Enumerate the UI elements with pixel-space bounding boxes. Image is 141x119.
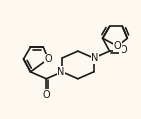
Text: O: O (42, 90, 50, 100)
Text: O: O (114, 41, 121, 51)
Text: O: O (120, 45, 127, 55)
Text: N: N (57, 67, 65, 77)
Text: O: O (44, 54, 52, 64)
Text: N: N (91, 53, 98, 63)
